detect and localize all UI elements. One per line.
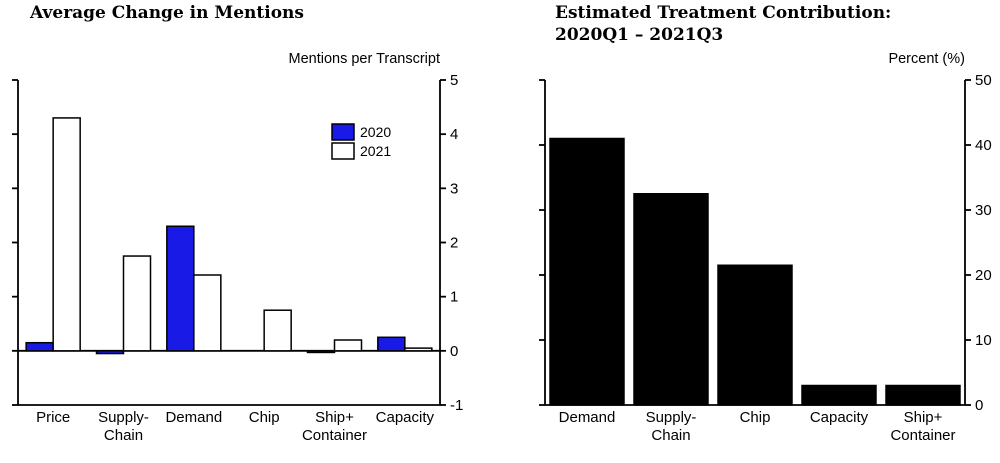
y-axis-unit-label-left: Mentions per Transcript — [288, 51, 440, 67]
x-category-label: Chip — [740, 409, 771, 426]
chart-title-right: Estimated Treatment Contribution: 2020Q1… — [555, 3, 892, 45]
legend-swatch-2021 — [331, 142, 355, 160]
bar-plot-treatment: 0 10 20 30 40 50 Demand Supply-Chain Chip Capacit… — [539, 72, 992, 444]
x-category-label: Ship+ — [315, 409, 354, 426]
x-category-label: Chain — [104, 427, 143, 444]
bar-2020-ship+ — [306, 350, 336, 354]
y-tick-label: 2 — [450, 235, 458, 252]
y-tick-label: -1 — [450, 397, 463, 414]
bar-2021-price — [52, 117, 81, 352]
y-tick-label: 10 — [975, 332, 992, 349]
bar-2021-ship+ — [333, 339, 363, 352]
x-category-label: Demand — [165, 409, 222, 426]
x-category-label: Supply- — [646, 409, 697, 426]
x-category-label: Ship+ — [904, 409, 943, 426]
x-category-label: Supply- — [98, 409, 149, 426]
x-category-label: Capacity — [376, 409, 435, 426]
bar-ship+ — [885, 384, 961, 406]
y-tick-label: 50 — [975, 72, 992, 89]
bar-2020-capacity — [377, 336, 406, 352]
legend-label: 2020 — [360, 124, 391, 140]
bar-2020-supply- — [95, 350, 125, 355]
y-tick-label: 30 — [975, 202, 992, 219]
bar-2021-demand — [193, 274, 222, 352]
legend-swatch-2020 — [331, 123, 355, 141]
chart-average-change-in-mentions: Average Change in Mentions Mentions per … — [0, 0, 470, 463]
y-tick-label: 0 — [450, 343, 458, 360]
bar-2020-demand — [166, 225, 195, 352]
bar-2021-capacity — [404, 347, 433, 352]
bar-2021-supply- — [122, 255, 152, 352]
y-tick-label: 20 — [975, 267, 992, 284]
chart-estimated-treatment-contribution: Estimated Treatment Contribution: 2020Q1… — [520, 0, 1000, 463]
x-category-label: Capacity — [810, 409, 869, 426]
x-category-label: Chain — [651, 427, 690, 444]
x-category-label: Container — [890, 427, 955, 444]
bar-2020-price — [25, 341, 54, 352]
y-tick-label: 1 — [450, 289, 458, 306]
legend-label: 2021 — [360, 143, 391, 159]
y-tick-label: 3 — [450, 180, 458, 197]
y-tick-label: 40 — [975, 137, 992, 154]
x-category-label: Demand — [559, 409, 616, 426]
y-tick-label: 5 — [450, 72, 458, 89]
bar-demand — [549, 137, 625, 406]
x-category-label: Chip — [249, 409, 280, 426]
bar-chip — [717, 264, 793, 406]
y-axis-unit-label-right: Percent (%) — [888, 51, 965, 67]
x-category-label: Price — [36, 409, 70, 426]
chart-title-left: Average Change in Mentions — [30, 3, 304, 23]
bar-2021-chip — [263, 309, 292, 352]
bar-capacity — [801, 384, 877, 406]
bar-supply- — [633, 193, 709, 406]
y-tick-label: 0 — [975, 397, 983, 414]
y-tick-label: 4 — [450, 126, 458, 143]
x-category-label: Container — [302, 427, 367, 444]
bar-plot-mentions: -1 0 1 2 3 4 5 Price Supply-Chain Demand Chip Ship+… — [12, 72, 463, 444]
